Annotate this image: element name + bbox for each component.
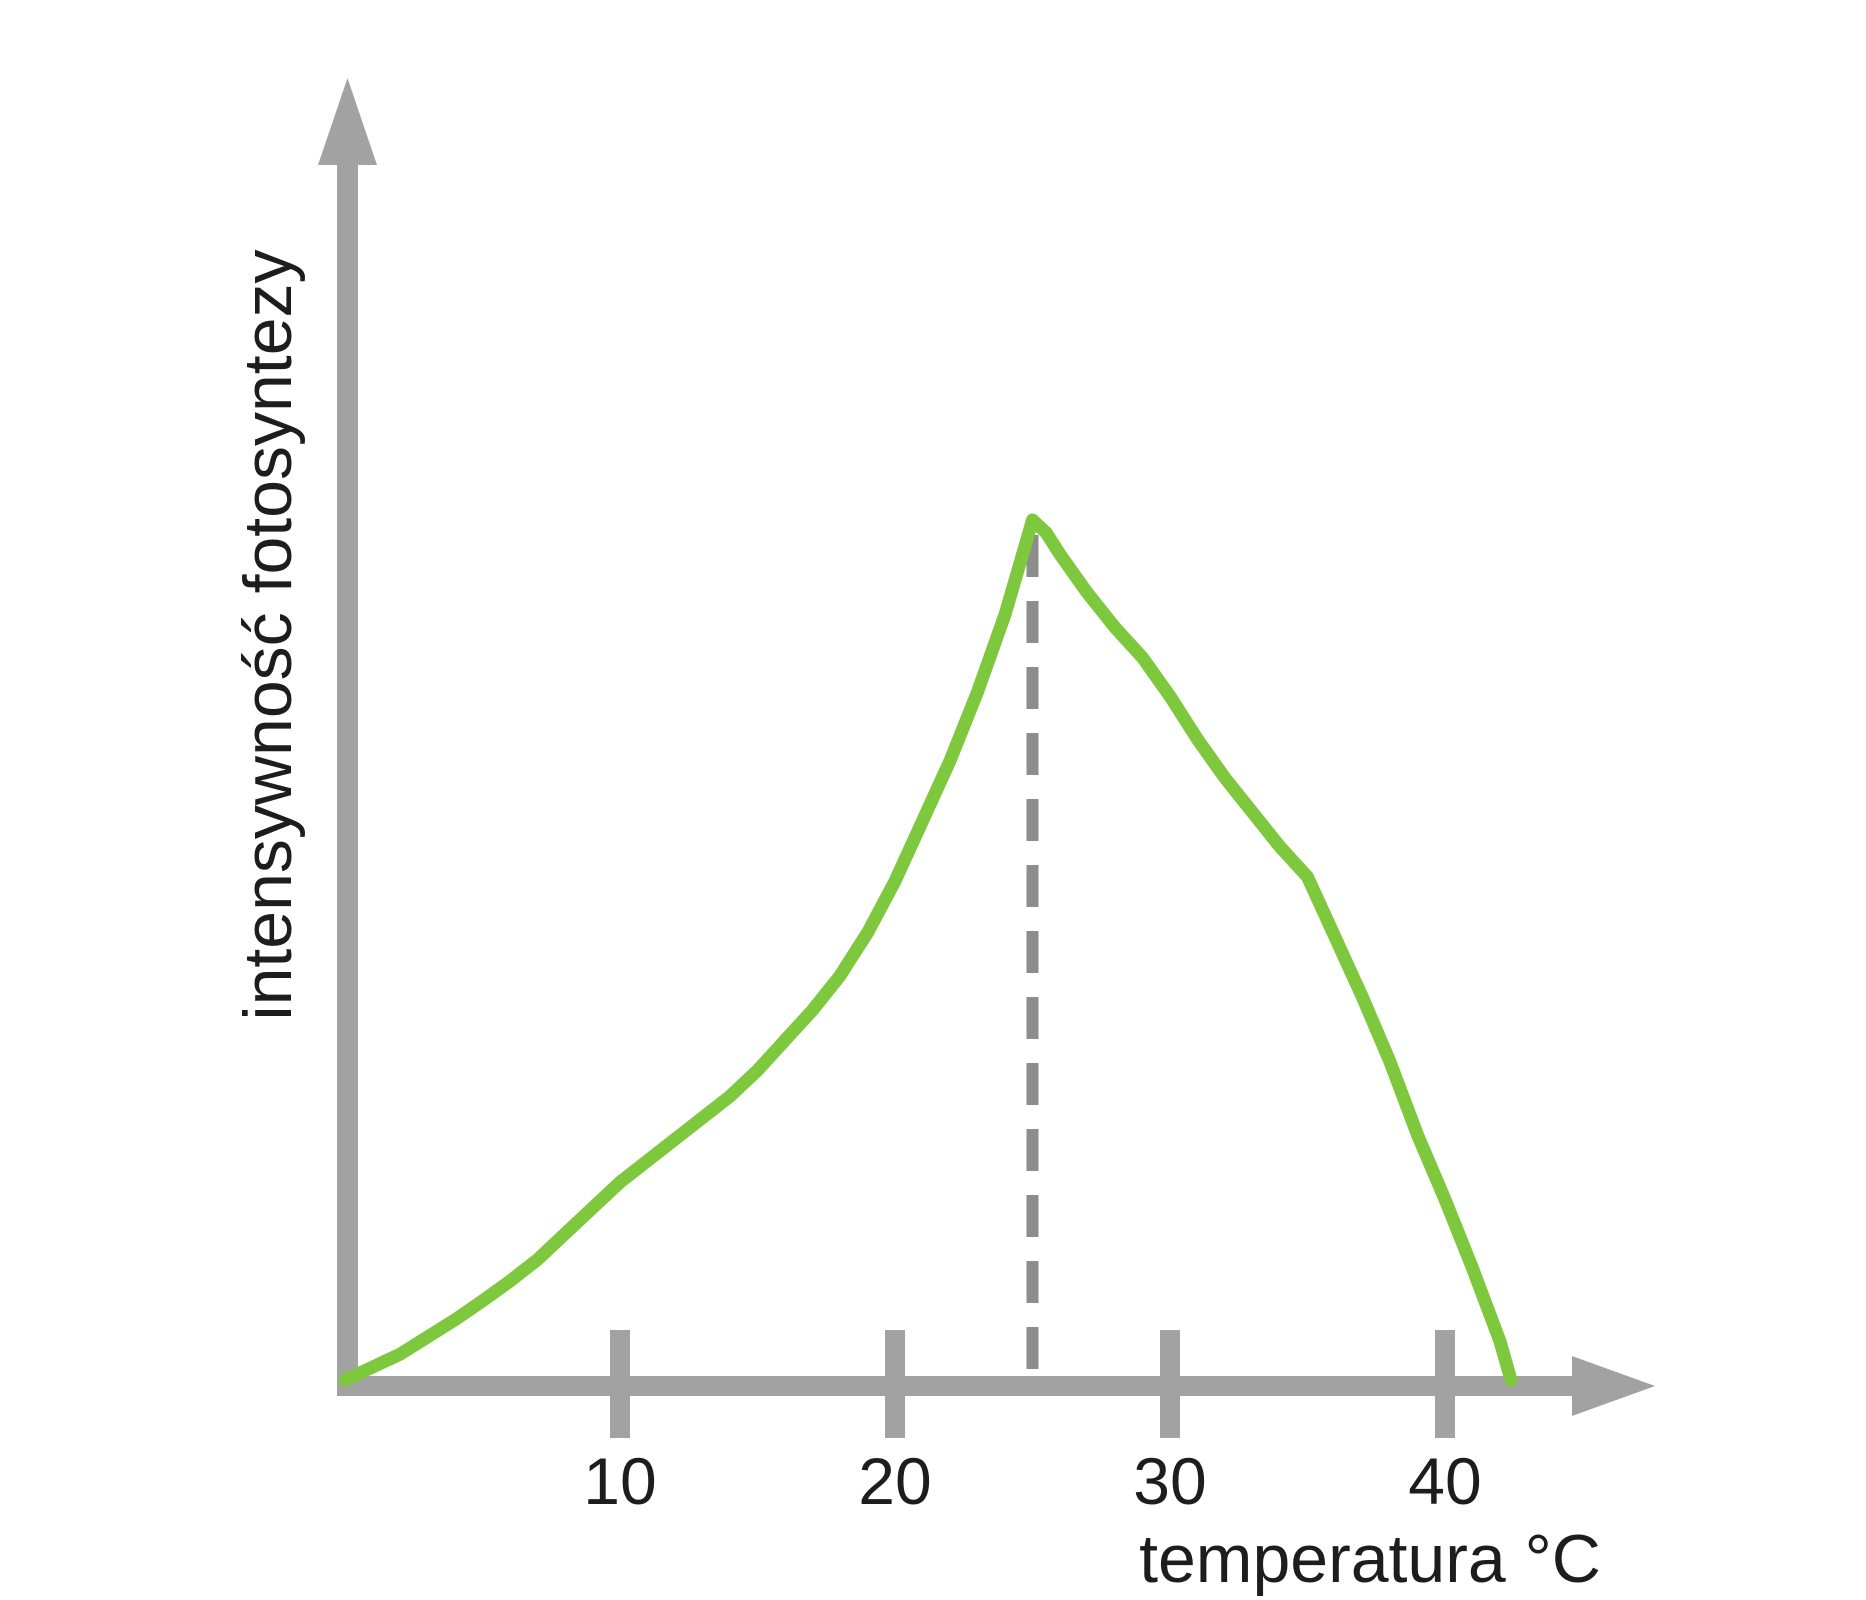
x-tick-mark	[1435, 1330, 1455, 1438]
y-axis-line	[337, 150, 358, 1396]
x-tick-label: 20	[858, 1444, 932, 1518]
x-tick-label: 10	[583, 1444, 657, 1518]
x-axis-title: temperatura °C	[1139, 1521, 1601, 1597]
x-tick-mark	[610, 1330, 630, 1438]
y-axis	[318, 78, 377, 1396]
x-tick-mark	[885, 1330, 905, 1438]
x-axis-ticks	[610, 1330, 1455, 1438]
x-axis	[337, 1356, 1655, 1416]
x-tick-label: 40	[1408, 1444, 1482, 1518]
x-axis-line	[337, 1376, 1575, 1396]
x-axis-arrow-icon	[1572, 1356, 1655, 1416]
photosynthesis-curve	[338, 513, 1518, 1387]
x-tick-mark	[1160, 1330, 1180, 1438]
y-axis-arrow-icon	[318, 78, 377, 165]
x-tick-label: 30	[1133, 1444, 1207, 1518]
y-axis-title: intensywność fotosyntezy	[230, 249, 306, 1021]
